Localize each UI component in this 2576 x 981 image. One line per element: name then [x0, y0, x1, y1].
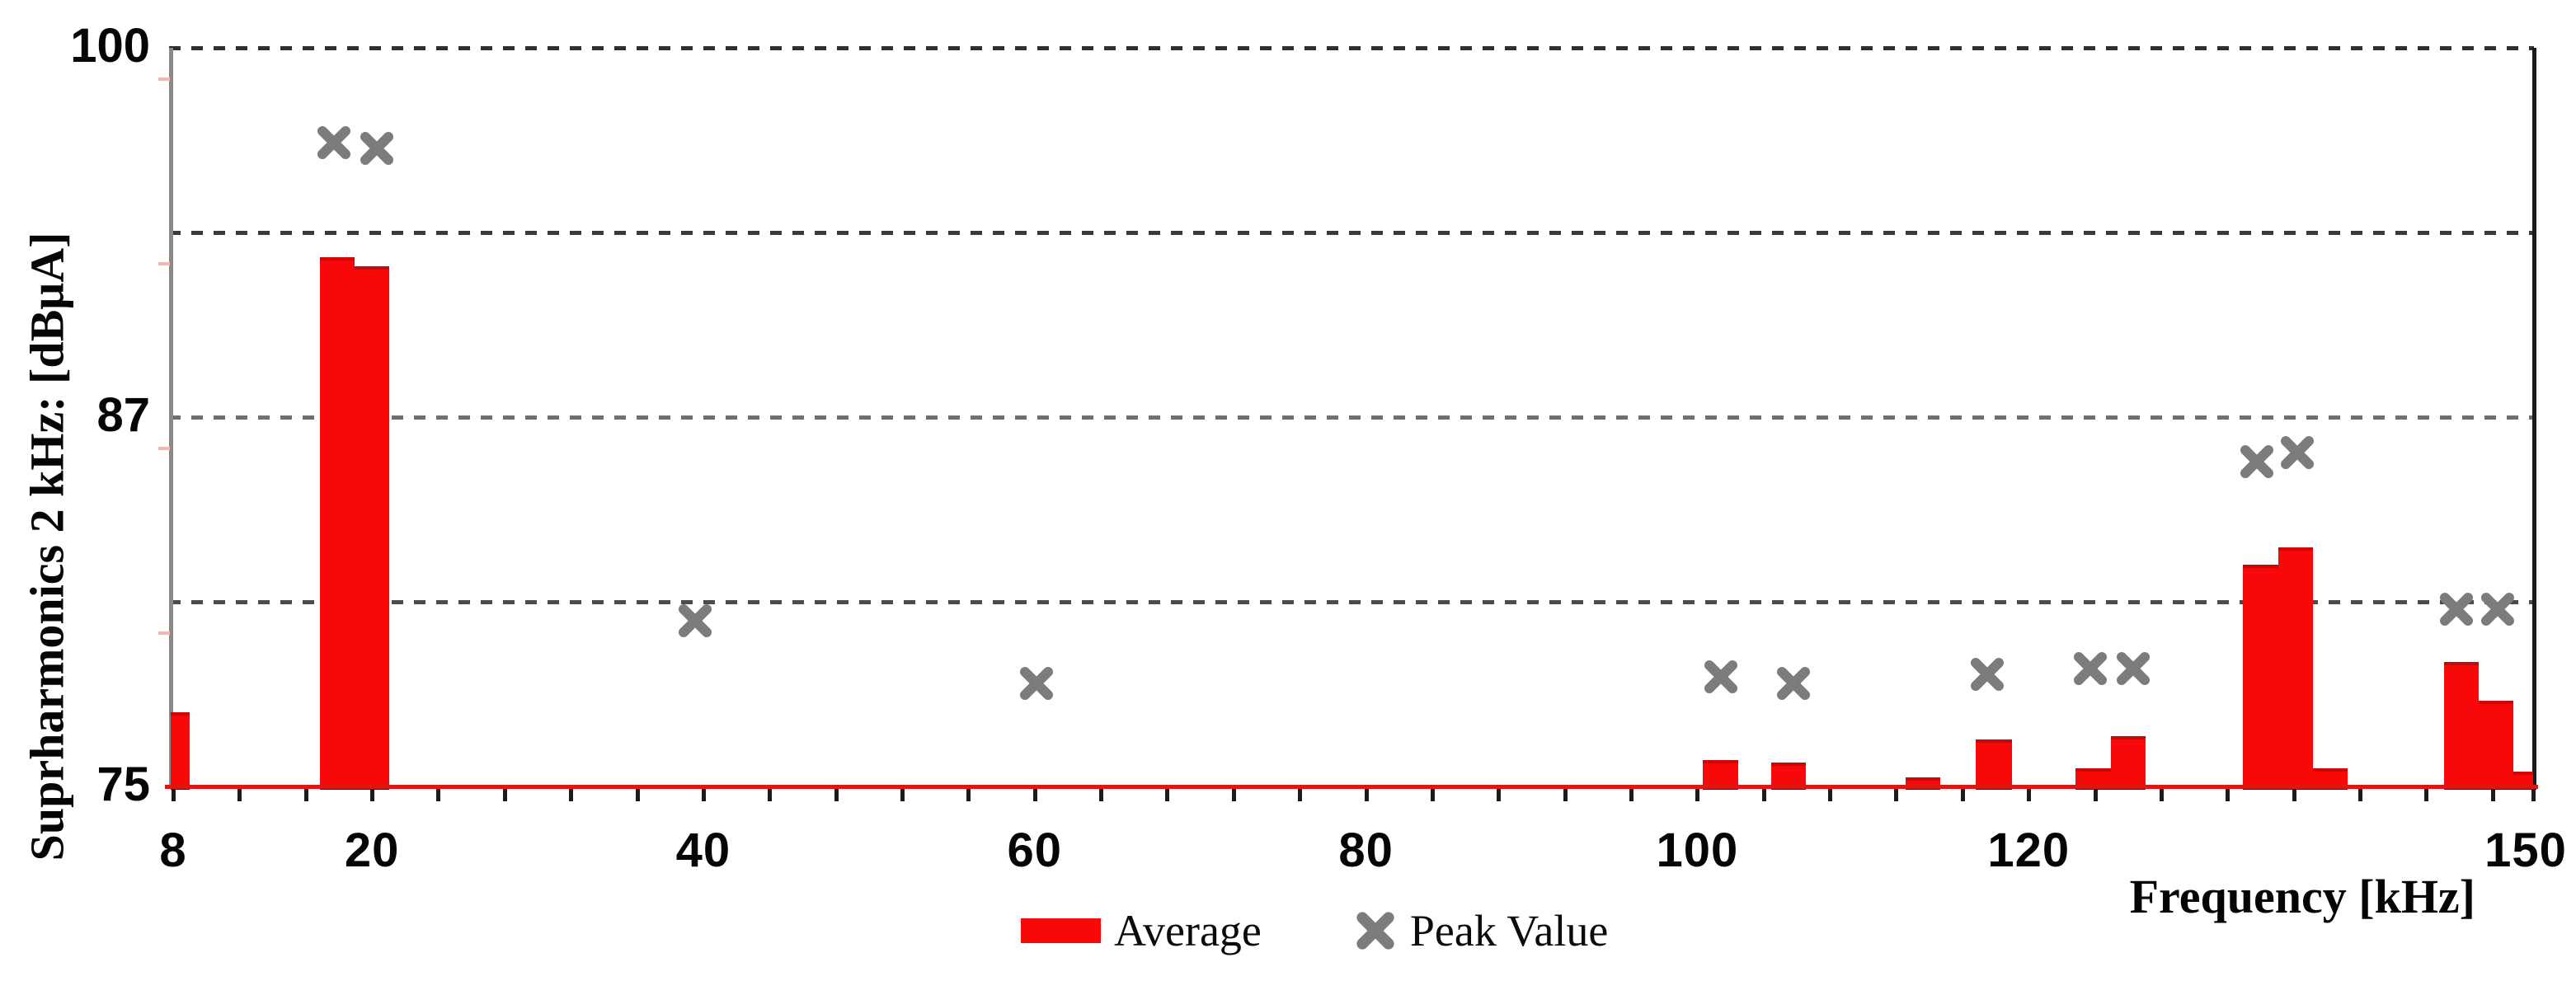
x-tick-label: 60 [1007, 824, 1062, 877]
x-minor-tick [2292, 789, 2296, 801]
gridline-dashed [169, 415, 2534, 420]
x-minor-tick [2159, 789, 2164, 801]
x-tick-label: 40 [675, 824, 731, 877]
peak-value-x-marker-icon [1019, 666, 1053, 700]
average-bar [2278, 547, 2313, 790]
peak-value-x-marker-icon [2280, 436, 2314, 469]
peak-value-x-marker-icon [2116, 651, 2150, 685]
plot-right-border [2532, 48, 2536, 790]
x-minor-tick [1960, 789, 1965, 801]
y-minor-tick [158, 631, 170, 635]
x-minor-tick [768, 789, 773, 801]
x-tick-label: 120 [1987, 824, 2071, 877]
x-tick-label: 150 [2484, 824, 2567, 877]
gridline-dashed [169, 46, 2534, 50]
peak-value-x-marker-icon [678, 604, 712, 638]
x-minor-tick [1231, 789, 1236, 801]
x-minor-tick [502, 789, 507, 801]
x-minor-tick [436, 789, 441, 801]
average-bar [2243, 565, 2278, 790]
x-minor-tick [1695, 789, 1700, 801]
x-tick-label: 80 [1338, 824, 1394, 877]
x-minor-tick [1761, 789, 1766, 801]
x-minor-tick [370, 789, 375, 801]
x-minor-tick [303, 789, 308, 801]
gridline-dashed [169, 600, 2534, 604]
x-minor-tick [966, 789, 971, 801]
x-minor-tick [1497, 789, 1502, 801]
x-minor-tick [172, 789, 176, 801]
x-minor-tick [2531, 789, 2536, 801]
legend-average-label: Average [1114, 906, 1262, 955]
y-tick-label: 100 [70, 19, 150, 73]
peak-value-x-marker-icon [2439, 592, 2473, 626]
y-tick-label: 87 [96, 388, 150, 442]
gridline-dashed [169, 231, 2534, 235]
x-minor-tick [1364, 789, 1369, 801]
x-minor-tick [2226, 789, 2230, 801]
legend-average-swatch [1021, 918, 1101, 943]
x-minor-tick [635, 789, 640, 801]
x-tick-label: 20 [344, 824, 400, 877]
average-bar [2110, 736, 2146, 790]
y-axis-line [169, 48, 173, 786]
x-minor-tick [2424, 789, 2429, 801]
peak-value-x-marker-icon [1970, 657, 2004, 691]
peak-value-x-marker-icon [2073, 651, 2107, 685]
average-bar [319, 257, 355, 790]
x-minor-tick [1629, 789, 1634, 801]
x-minor-tick [1563, 789, 1568, 801]
average-bar [2443, 662, 2479, 790]
x-minor-tick [1828, 789, 1833, 801]
average-bar [1975, 739, 2013, 790]
x-minor-tick [2027, 789, 2032, 801]
x-minor-tick [701, 789, 706, 801]
peak-value-x-marker-icon [2240, 444, 2274, 478]
average-bar [2478, 701, 2513, 790]
x-tick-label: 100 [1656, 824, 1739, 877]
x-minor-tick [2490, 789, 2495, 801]
average-bar [355, 266, 390, 790]
legend-peak-label: Peak Value [1409, 906, 1609, 955]
x-axis-line [165, 785, 2538, 789]
legend: Average Peak Value [1021, 905, 1608, 956]
x-axis-title: Frequency [kHz] [2129, 870, 2475, 923]
y-minor-tick [158, 261, 170, 265]
x-minor-tick [834, 789, 839, 801]
x-minor-tick [900, 789, 905, 801]
y-tick-label: 75 [96, 758, 150, 811]
average-bar [170, 712, 190, 790]
x-minor-tick [1894, 789, 1899, 801]
peak-value-x-marker-icon [1776, 666, 1810, 700]
peak-value-x-marker-icon [317, 125, 350, 159]
legend-peak-x-marker-icon [1356, 912, 1394, 950]
peak-value-x-marker-icon [360, 131, 394, 165]
peak-value-x-marker-icon [2480, 592, 2514, 626]
x-minor-tick [1032, 789, 1037, 801]
y-minor-tick [158, 77, 170, 81]
x-minor-tick [2358, 789, 2363, 801]
x-tick-label: 8 [159, 824, 187, 877]
x-minor-tick [569, 789, 574, 801]
x-minor-tick [2093, 789, 2098, 801]
y-minor-tick [158, 446, 170, 450]
x-minor-tick [1298, 789, 1303, 801]
x-minor-tick [1165, 789, 1170, 801]
x-minor-tick [237, 789, 242, 801]
x-minor-tick [1430, 789, 1435, 801]
peak-value-x-marker-icon [1704, 660, 1737, 694]
x-minor-tick [1099, 789, 1104, 801]
